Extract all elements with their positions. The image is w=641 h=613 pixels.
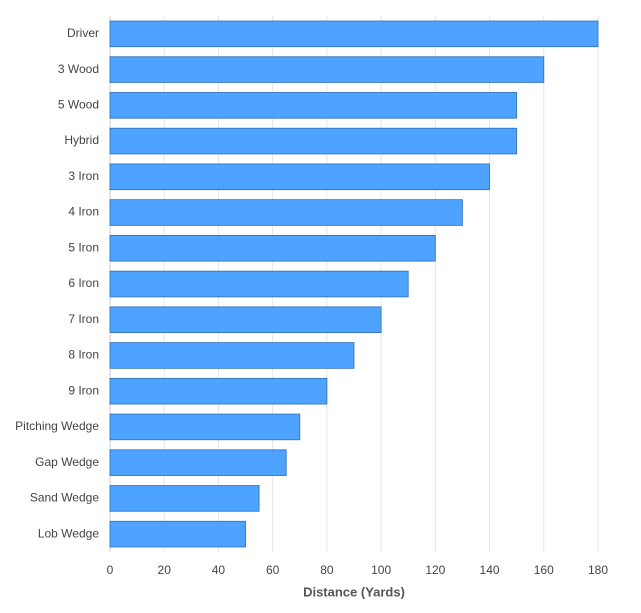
y-tick-label: Gap Wedge [35, 455, 99, 469]
x-tick-label: 160 [534, 563, 554, 577]
x-tick-label: 100 [371, 563, 391, 577]
y-tick-label: 7 Iron [68, 312, 99, 326]
y-tick-label: 8 Iron [68, 348, 99, 362]
bar [109, 342, 355, 369]
bar [109, 449, 287, 476]
y-tick-label: 6 Iron [68, 276, 99, 290]
x-tick-label: 80 [320, 563, 334, 577]
bar [109, 20, 599, 48]
x-tick-label: 60 [266, 563, 280, 577]
y-tick-label: Sand Wedge [30, 491, 99, 505]
bar [109, 413, 301, 441]
bar [109, 485, 260, 512]
y-tick-label: 3 Iron [68, 169, 99, 183]
bar [109, 92, 518, 119]
y-tick-label: Pitching Wedge [15, 419, 99, 433]
y-tick-label: Hybrid [64, 133, 99, 147]
y-tick-label: Lob Wedge [38, 526, 99, 540]
bar [109, 56, 545, 83]
y-tick-label: 5 Wood [58, 98, 99, 112]
y-tick-label: 3 Wood [58, 62, 99, 76]
bar [109, 127, 518, 155]
y-tick-label: 4 Iron [68, 205, 99, 219]
x-tick-label: 140 [480, 563, 500, 577]
x-tick-label: 180 [588, 563, 608, 577]
x-tick-label: 0 [107, 563, 114, 577]
bar [109, 199, 463, 226]
y-tick-label: 9 Iron [68, 383, 99, 397]
x-axis-label: Distance (Yards) [303, 584, 405, 599]
y-tick-label: 5 Iron [68, 240, 99, 254]
bar [109, 520, 246, 548]
bar [109, 306, 382, 333]
x-tick-label: 40 [212, 563, 226, 577]
bar [109, 377, 328, 405]
y-tick-label: Driver [67, 26, 99, 40]
bar [109, 163, 490, 191]
bar [109, 270, 409, 298]
x-tick-label: 20 [158, 563, 172, 577]
bar [109, 235, 436, 262]
x-tick-label: 120 [425, 563, 445, 577]
